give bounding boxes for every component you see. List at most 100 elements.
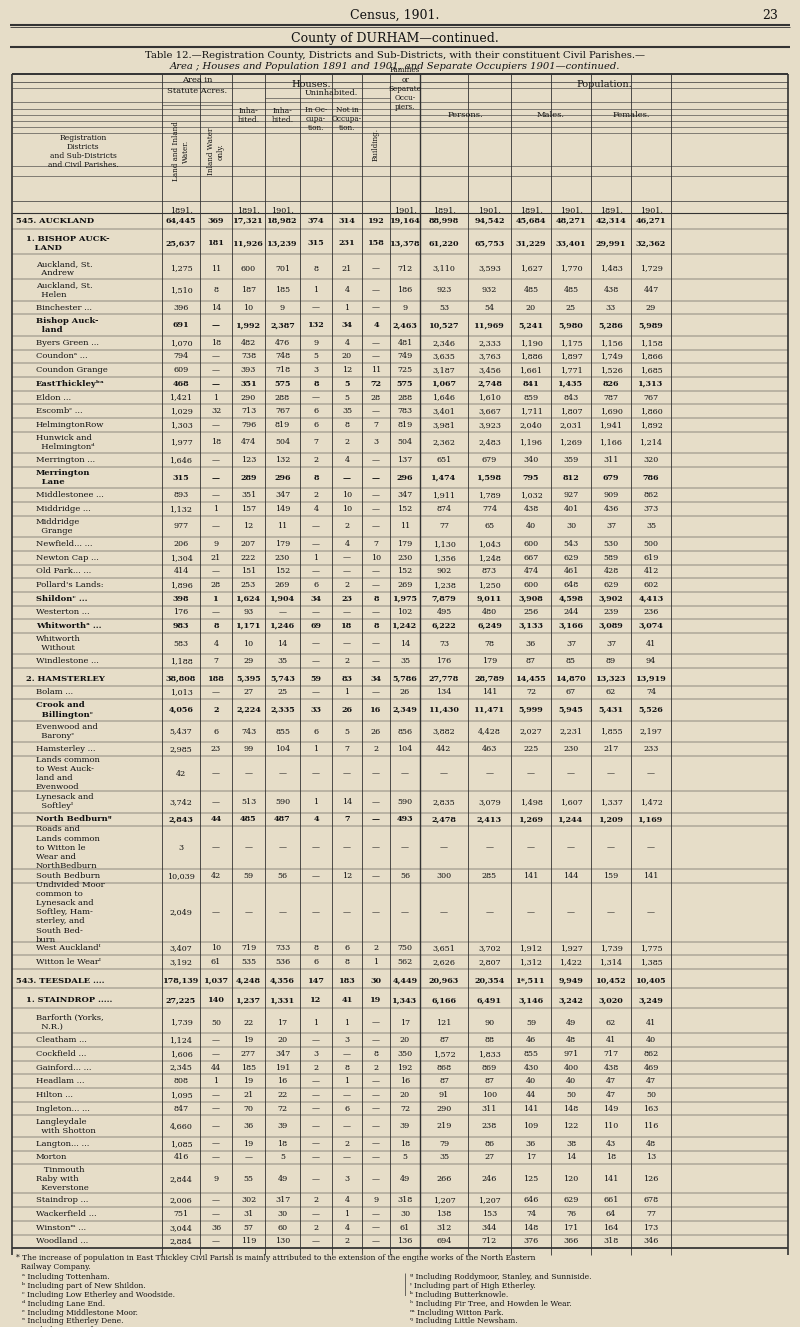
Text: 225: 225 <box>523 746 538 754</box>
Text: 61,220: 61,220 <box>429 239 459 247</box>
Text: 9,011: 9,011 <box>477 594 502 602</box>
Text: —: — <box>372 815 380 824</box>
Text: 1,207: 1,207 <box>478 1197 501 1205</box>
Text: 3,908: 3,908 <box>518 594 543 602</box>
Text: 1,860: 1,860 <box>640 407 662 415</box>
Text: —: — <box>372 1091 380 1099</box>
Text: 1,807: 1,807 <box>560 407 582 415</box>
Text: —: — <box>372 689 380 697</box>
Text: 152: 152 <box>275 568 290 576</box>
Text: —: — <box>312 523 320 531</box>
Text: 5,395: 5,395 <box>236 675 261 683</box>
Text: 438: 438 <box>603 287 618 295</box>
Text: Cockfield ...: Cockfield ... <box>36 1050 86 1058</box>
Text: 767: 767 <box>275 407 290 415</box>
Text: 10: 10 <box>243 304 254 312</box>
Text: Area ; Houses and Population 1891 and 1901, and Separate Occupiers 1901—continue: Area ; Houses and Population 1891 and 19… <box>170 62 620 70</box>
Text: 8: 8 <box>374 594 378 602</box>
Text: Statute Acres.: Statute Acres. <box>167 86 227 94</box>
Text: 600: 600 <box>523 540 538 548</box>
Text: 6: 6 <box>314 727 318 735</box>
Text: 9,949: 9,949 <box>558 977 583 985</box>
Text: 20,354: 20,354 <box>474 977 505 985</box>
Text: 1,627: 1,627 <box>519 264 542 272</box>
Text: —: — <box>212 770 220 778</box>
Text: 22: 22 <box>243 1019 254 1027</box>
Text: ᵎ Including part of High Etherley.: ᵎ Including part of High Etherley. <box>410 1282 536 1290</box>
Text: 91: 91 <box>439 1091 449 1099</box>
Text: 20: 20 <box>342 353 352 361</box>
Text: * The increase of population in East Thickley Civil Parish is mainly attributed : * The increase of population in East Thi… <box>16 1254 535 1262</box>
Text: Table 12.—Registration County, Districts and Sub-Districts, with their constitue: Table 12.—Registration County, Districts… <box>145 52 645 60</box>
Text: 482: 482 <box>241 338 256 346</box>
Text: 1. STAINDROP .....: 1. STAINDROP ..... <box>26 997 112 1005</box>
Text: HelmingtonRow: HelmingtonRow <box>36 421 104 429</box>
Text: 1,209: 1,209 <box>598 815 623 824</box>
Text: 88,998: 88,998 <box>429 216 459 224</box>
Text: 64,445: 64,445 <box>166 216 196 224</box>
Text: 269: 269 <box>275 581 290 589</box>
Text: 3: 3 <box>374 438 378 446</box>
Text: —: — <box>527 770 535 778</box>
Text: 590: 590 <box>275 798 290 805</box>
Text: 1,690: 1,690 <box>599 407 622 415</box>
Text: 36: 36 <box>526 640 536 648</box>
Text: 20: 20 <box>526 304 536 312</box>
Text: 34: 34 <box>370 675 382 683</box>
Text: 738: 738 <box>241 353 256 361</box>
Text: 340: 340 <box>523 456 538 464</box>
Text: —: — <box>312 872 320 880</box>
Text: —: — <box>212 568 220 576</box>
Text: —: — <box>343 1050 351 1058</box>
Text: 1,606: 1,606 <box>170 1050 193 1058</box>
Text: 3,456: 3,456 <box>478 366 501 374</box>
Text: 1891.: 1891. <box>237 207 260 215</box>
Text: 123: 123 <box>241 456 256 464</box>
Text: 18: 18 <box>400 1140 410 1148</box>
Text: —: — <box>401 908 409 916</box>
Text: Railway Company.: Railway Company. <box>16 1263 90 1271</box>
Text: 132: 132 <box>275 456 290 464</box>
Text: 141: 141 <box>603 1174 618 1182</box>
Text: 651: 651 <box>436 456 452 464</box>
Text: 31: 31 <box>243 1210 254 1218</box>
Text: 6: 6 <box>314 421 318 429</box>
Text: 87: 87 <box>439 1036 449 1044</box>
Text: 819: 819 <box>398 421 413 429</box>
Text: 2: 2 <box>314 456 318 464</box>
Text: 461: 461 <box>563 568 578 576</box>
Text: 436: 436 <box>603 504 618 512</box>
Text: 185: 185 <box>275 287 290 295</box>
Text: 713: 713 <box>241 407 256 415</box>
Text: 923: 923 <box>436 287 452 295</box>
Text: 1,190: 1,190 <box>519 338 542 346</box>
Text: 5,945: 5,945 <box>558 706 583 714</box>
Text: 50: 50 <box>211 1019 221 1027</box>
Text: 2: 2 <box>345 657 350 665</box>
Text: 847: 847 <box>174 1104 189 1112</box>
Text: 300: 300 <box>437 872 451 880</box>
Text: 27,225: 27,225 <box>166 997 196 1005</box>
Text: 2,835: 2,835 <box>433 798 455 805</box>
Text: Binchester ...: Binchester ... <box>36 304 92 312</box>
Text: 1,624: 1,624 <box>236 594 261 602</box>
Text: 751: 751 <box>174 1210 189 1218</box>
Text: 35: 35 <box>439 1153 449 1161</box>
Text: —: — <box>212 1140 220 1148</box>
Text: 32,362: 32,362 <box>636 239 666 247</box>
Text: 481: 481 <box>398 338 413 346</box>
Text: 1,739: 1,739 <box>599 945 622 953</box>
Text: 19: 19 <box>243 1140 254 1148</box>
Text: 151: 151 <box>241 568 256 576</box>
Text: 4: 4 <box>314 504 318 512</box>
Text: 47: 47 <box>606 1078 616 1085</box>
Text: 239: 239 <box>603 608 618 616</box>
Text: 49: 49 <box>278 1174 288 1182</box>
Text: —: — <box>440 908 448 916</box>
Text: —: — <box>212 321 220 329</box>
Text: ᵐ Including Witton Park.: ᵐ Including Witton Park. <box>410 1308 504 1316</box>
Text: 35: 35 <box>342 407 352 415</box>
Text: —: — <box>245 770 253 778</box>
Text: 868: 868 <box>437 1063 451 1071</box>
Text: —: — <box>343 844 351 852</box>
